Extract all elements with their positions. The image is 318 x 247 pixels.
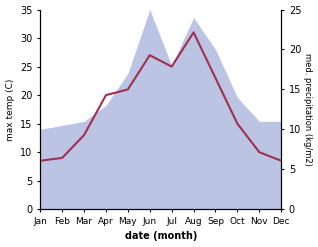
Y-axis label: med. precipitation (kg/m2): med. precipitation (kg/m2)	[303, 53, 313, 166]
X-axis label: date (month): date (month)	[125, 231, 197, 242]
Y-axis label: max temp (C): max temp (C)	[5, 78, 15, 141]
